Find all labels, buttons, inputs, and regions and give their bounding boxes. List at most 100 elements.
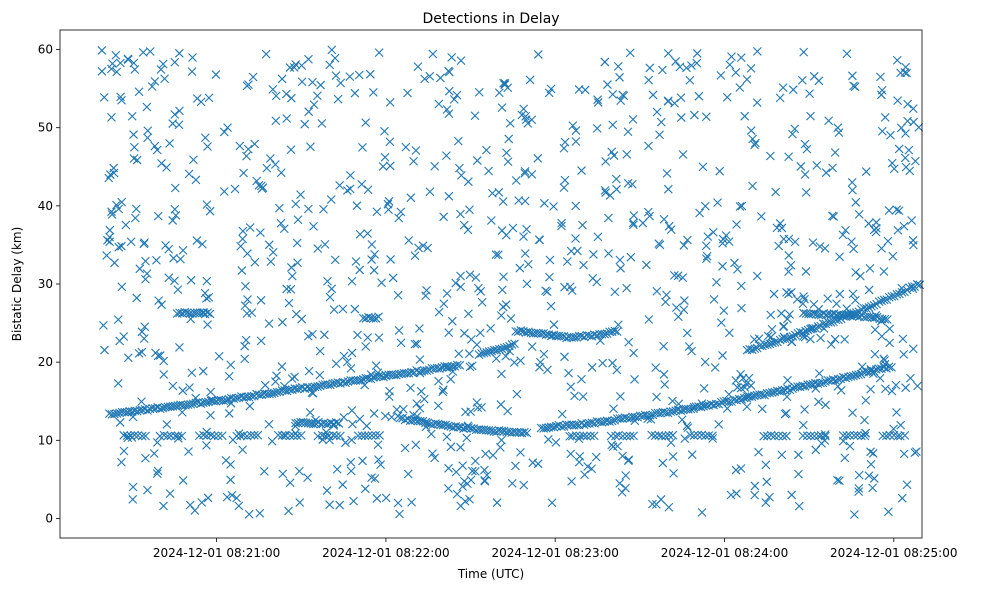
noise-detection-point (245, 401, 255, 411)
noise-detection-point (616, 96, 626, 106)
clutter-band-10km-point (618, 431, 628, 441)
noise-detection-point (346, 457, 356, 467)
noise-detection-point (750, 481, 760, 491)
noise-detection-point (610, 287, 620, 297)
noise-detection-point (663, 184, 673, 194)
noise-detection-point (339, 351, 349, 361)
noise-detection-point (570, 391, 579, 401)
noise-detection-point (282, 114, 292, 123)
track-d-steep-rising-point (897, 287, 907, 297)
noise-detection-point (403, 469, 413, 479)
noise-detection-point (651, 363, 661, 373)
noise-detection-point (744, 373, 754, 383)
noise-detection-point (446, 374, 456, 384)
noise-detection-point (664, 502, 674, 512)
noise-detection-point (735, 202, 745, 211)
noise-detection-point (115, 58, 125, 68)
noise-detection-point (659, 370, 669, 379)
noise-detection-point (242, 81, 252, 91)
noise-detection-point (459, 220, 469, 230)
noise-detection-point (287, 263, 296, 272)
noise-detection-point (187, 368, 197, 378)
noise-detection-point (348, 419, 357, 429)
noise-detection-point (121, 220, 131, 230)
noise-detection-point (264, 419, 274, 429)
noise-detection-point (168, 216, 178, 225)
noise-detection-point (830, 334, 840, 344)
track-d-steep-rising-point (801, 326, 810, 336)
noise-detection-point (892, 205, 902, 215)
noise-detection-point (465, 349, 474, 359)
track-c-long-rising-point (607, 416, 617, 426)
track-g-flat-point (857, 311, 867, 320)
noise-detection-point (452, 489, 462, 499)
noise-detection-point (394, 326, 404, 335)
noise-detection-point (511, 461, 520, 471)
noise-detection-point (832, 299, 841, 309)
noise-detection-point (682, 328, 692, 338)
noise-detection-point (202, 276, 212, 286)
y-tick-label: 40 (38, 199, 53, 213)
y-tick-label: 60 (38, 43, 53, 57)
clutter-band-10km-point (367, 431, 377, 440)
noise-detection-point (746, 64, 756, 73)
noise-detection-point (901, 162, 911, 172)
noise-detection-point (821, 400, 830, 410)
noise-detection-point (860, 415, 869, 425)
noise-detection-point (794, 501, 804, 511)
track-a-rising-point (450, 361, 460, 371)
noise-detection-point (277, 362, 287, 371)
noise-detection-point (560, 352, 569, 362)
track-a-rising-point (452, 360, 462, 370)
noise-detection-point (286, 284, 296, 294)
noise-detection-point (352, 201, 362, 211)
track-c-long-rising-point (663, 408, 673, 418)
noise-detection-point (170, 110, 180, 119)
noise-detection-point (629, 220, 638, 230)
noise-detection-point (223, 123, 232, 133)
noise-detection-point (712, 277, 721, 287)
track-i-flat-point (369, 313, 378, 323)
noise-detection-point (128, 482, 138, 492)
noise-detection-point (718, 238, 728, 248)
noise-detection-point (151, 348, 160, 358)
track-b-descending-point (464, 423, 473, 432)
noise-detection-point (892, 55, 902, 65)
track-c-long-rising-point (767, 388, 777, 397)
noise-detection-point (169, 253, 178, 263)
track-b-descending-point (454, 422, 463, 432)
noise-detection-point (752, 271, 762, 281)
noise-detection-point (357, 179, 367, 189)
noise-detection-point (287, 271, 297, 281)
noise-detection-point (214, 351, 224, 361)
track-f-segment-point (572, 332, 582, 342)
noise-detection-point (202, 200, 212, 210)
noise-detection-point (384, 196, 394, 206)
noise-detection-point (875, 373, 885, 383)
noise-detection-point (289, 63, 299, 72)
y-tick-label: 50 (38, 121, 53, 135)
clutter-band-10km-point (159, 430, 169, 440)
noise-detection-point (388, 273, 398, 283)
noise-detection-point (107, 207, 116, 217)
noise-detection-point (854, 483, 864, 493)
noise-detection-point (750, 490, 760, 500)
noise-detection-point (420, 74, 430, 84)
noise-detection-point (117, 241, 126, 251)
chart-title: Detections in Delay (422, 11, 559, 27)
noise-detection-point (346, 363, 356, 373)
track-c-long-rising-point (818, 378, 828, 388)
noise-detection-point (817, 439, 826, 448)
clutter-band-10km-point (371, 430, 381, 440)
noise-detection-point (325, 292, 335, 302)
track-c-long-rising-point (866, 366, 876, 376)
noise-detection-point (865, 263, 875, 273)
clutter-band-10km-point (173, 431, 183, 441)
noise-detection-point (380, 152, 390, 162)
noise-detection-point (456, 282, 466, 292)
noise-detection-point (482, 470, 492, 480)
noise-detection-point (174, 120, 184, 130)
noise-detection-point (150, 77, 160, 86)
clutter-band-10km-point (860, 431, 870, 441)
clutter-band-10km-point (289, 431, 298, 441)
